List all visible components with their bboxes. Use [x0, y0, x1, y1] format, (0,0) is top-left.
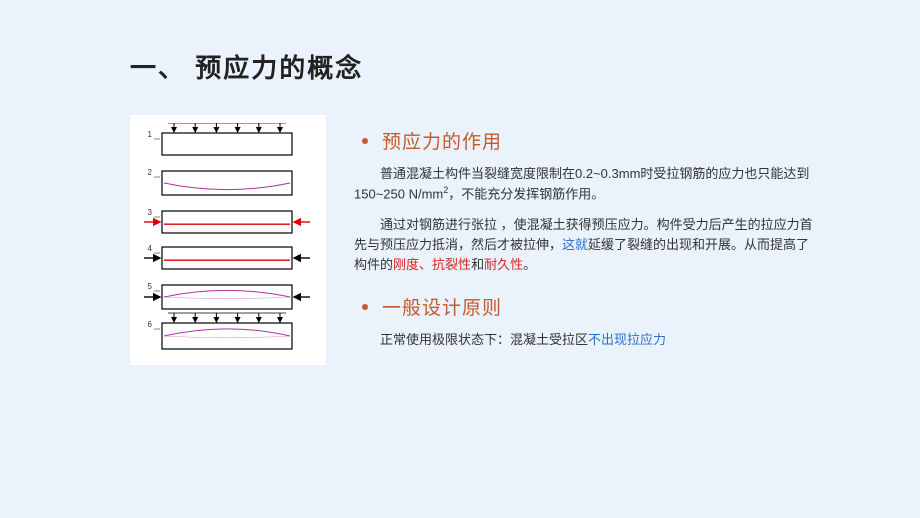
bullet-icon [362, 304, 368, 310]
section1-para1: 普通混凝土构件当裂缝宽度限制在0.2~0.3mm时受拉钢筋的应力也只能达到150… [354, 164, 820, 205]
prestress-diagram: 1 2 3 4 5 6 [138, 123, 318, 357]
svg-text:6: 6 [148, 320, 153, 329]
p2-end: 。 [523, 257, 536, 272]
svg-text:1: 1 [148, 130, 153, 139]
p2-and: 和 [471, 257, 484, 272]
p1-b: ，不能充分发挥钢筋作用。 [448, 186, 604, 201]
svg-text:4: 4 [148, 244, 153, 253]
bullet-row-2: 一般设计原则 [354, 293, 820, 320]
p2-r1: 刚度 [393, 257, 419, 272]
section2-heading: 一般设计原则 [382, 293, 502, 320]
slide: 一、 预应力的概念 1 2 3 4 5 6 预应力的作用 普通混凝土构件当裂缝宽度限制在0… [0, 0, 920, 395]
svg-text:2: 2 [148, 168, 153, 177]
p2-blue: 这就 [562, 237, 588, 252]
p2-r2: 抗裂性 [432, 257, 471, 272]
content-row: 1 2 3 4 5 6 预应力的作用 普通混凝土构件当裂缝宽度限制在0.2~0.3mm时受… [130, 115, 820, 365]
p2-r3: 耐久性 [484, 257, 523, 272]
svg-text:5: 5 [148, 282, 153, 291]
section2-para: 正常使用极限状态下：混凝土受拉区不出现拉应力 [354, 330, 820, 350]
text-column: 预应力的作用 普通混凝土构件当裂缝宽度限制在0.2~0.3mm时受拉钢筋的应力也… [354, 115, 820, 365]
svg-text:3: 3 [148, 208, 153, 217]
diagram-container: 1 2 3 4 5 6 [130, 115, 326, 365]
s2-a: 正常使用极限状态下：混凝土受拉区 [380, 332, 588, 347]
page-title: 一、 预应力的概念 [130, 48, 820, 85]
section1-heading: 预应力的作用 [382, 127, 502, 154]
bullet-row-1: 预应力的作用 [354, 127, 820, 154]
section1-para2: 通过对钢筋进行张拉 ，使混凝土获得预压应力。构件受力后产生的拉应力首先与预压应力… [354, 215, 820, 275]
p2-sep: 、 [419, 257, 432, 272]
bullet-icon [362, 138, 368, 144]
s2-blue: 不出现拉应力 [588, 332, 666, 347]
